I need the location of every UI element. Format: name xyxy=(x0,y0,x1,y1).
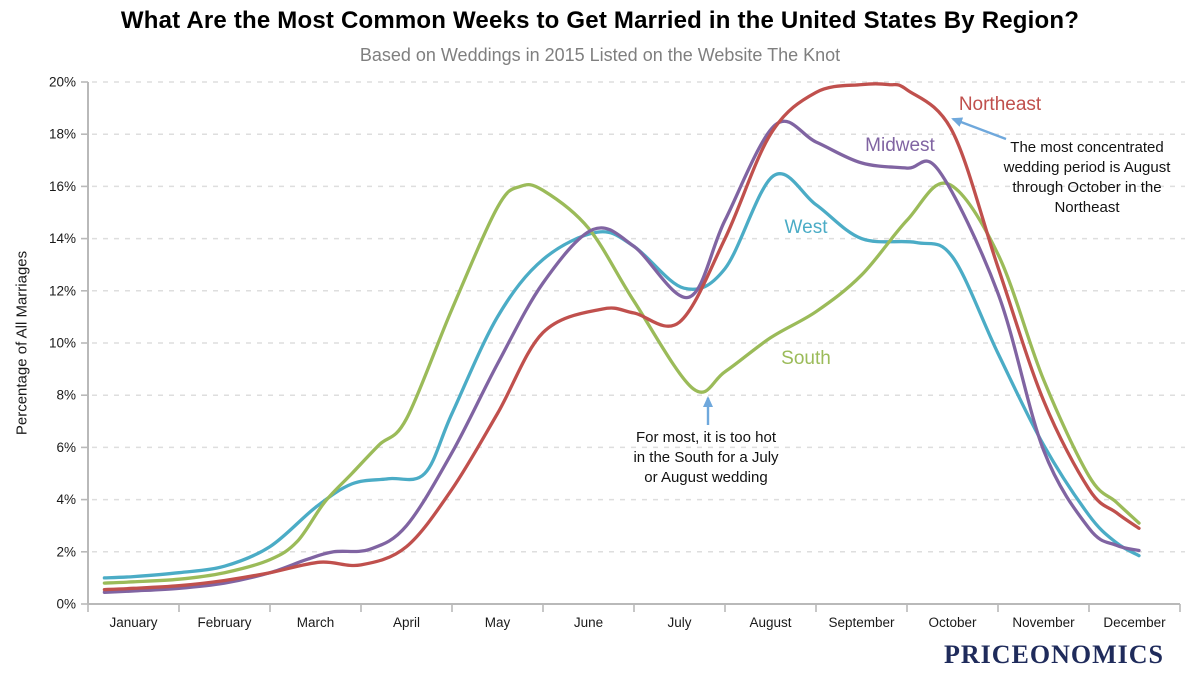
northeast-annotation-arrow-icon xyxy=(951,117,1007,141)
y-tick-label: 16% xyxy=(49,179,76,194)
y-tick-label: 6% xyxy=(56,440,76,455)
y-tick-label: 14% xyxy=(49,231,76,246)
annotation-arrows xyxy=(703,117,1007,425)
annotation-text-line: For most, it is too hot xyxy=(635,429,777,446)
y-tick-label: 2% xyxy=(56,544,76,559)
axes xyxy=(81,81,1181,612)
x-tick-label: October xyxy=(928,615,977,630)
x-tick-label: November xyxy=(1012,615,1075,630)
series-line-midwest xyxy=(102,119,1141,594)
x-tick-label: January xyxy=(109,615,157,630)
annotation-text-line: The most concentrated xyxy=(1010,139,1164,156)
y-tick-label: 0% xyxy=(56,597,76,612)
series-line-south xyxy=(102,181,1141,585)
x-tick-label: April xyxy=(393,615,420,630)
series-line-west xyxy=(102,172,1141,580)
chart-subtitle: Based on Weddings in 2015 Listed on the … xyxy=(359,45,841,65)
annotation-text-line: through October in the xyxy=(1012,179,1162,196)
priceonomics-logo: PRICEONOMICS xyxy=(943,640,1164,669)
y-tick-label: 8% xyxy=(56,388,76,403)
x-tick-label: February xyxy=(197,615,251,630)
series-label-midwest: Midwest xyxy=(865,135,935,156)
annotation-text-line: in the South for a July xyxy=(633,449,779,466)
y-tick-label: 4% xyxy=(56,492,76,507)
x-tick-label: August xyxy=(749,615,791,630)
x-tick-label: June xyxy=(574,615,603,630)
annotation-text-line: wedding period is August xyxy=(1003,159,1171,176)
northeast-annotation: The most concentrated wedding period is … xyxy=(977,138,1197,218)
series-label-south: South xyxy=(781,348,831,369)
x-tick-label: May xyxy=(485,615,511,630)
chart-title: What Are the Most Common Weeks to Get Ma… xyxy=(120,7,1080,34)
x-tick-label: March xyxy=(297,615,335,630)
y-tick-label: 18% xyxy=(49,127,76,142)
series-line-northeast xyxy=(102,82,1141,592)
y-tick-label: 20% xyxy=(49,75,76,90)
series-label-west: West xyxy=(784,217,828,238)
y-tick-label: 10% xyxy=(49,336,76,351)
series-lines xyxy=(102,82,1141,594)
x-tick-label: December xyxy=(1103,615,1166,630)
axis-tick-labels: 0% 2% 4% 6% 8% 10% 12% 14% 16% 18% 20% January Febru… xyxy=(49,75,1166,631)
series-label-northeast: Northeast xyxy=(958,94,1042,115)
annotation-text-line: or August wedding xyxy=(644,469,768,486)
y-tick-label: 12% xyxy=(49,283,76,298)
south-annotation: For most, it is too hot in the South for… xyxy=(609,428,804,488)
x-tick-label: September xyxy=(828,615,895,630)
annotation-text-line: Northeast xyxy=(1054,199,1120,216)
x-tick-label: July xyxy=(667,615,691,630)
